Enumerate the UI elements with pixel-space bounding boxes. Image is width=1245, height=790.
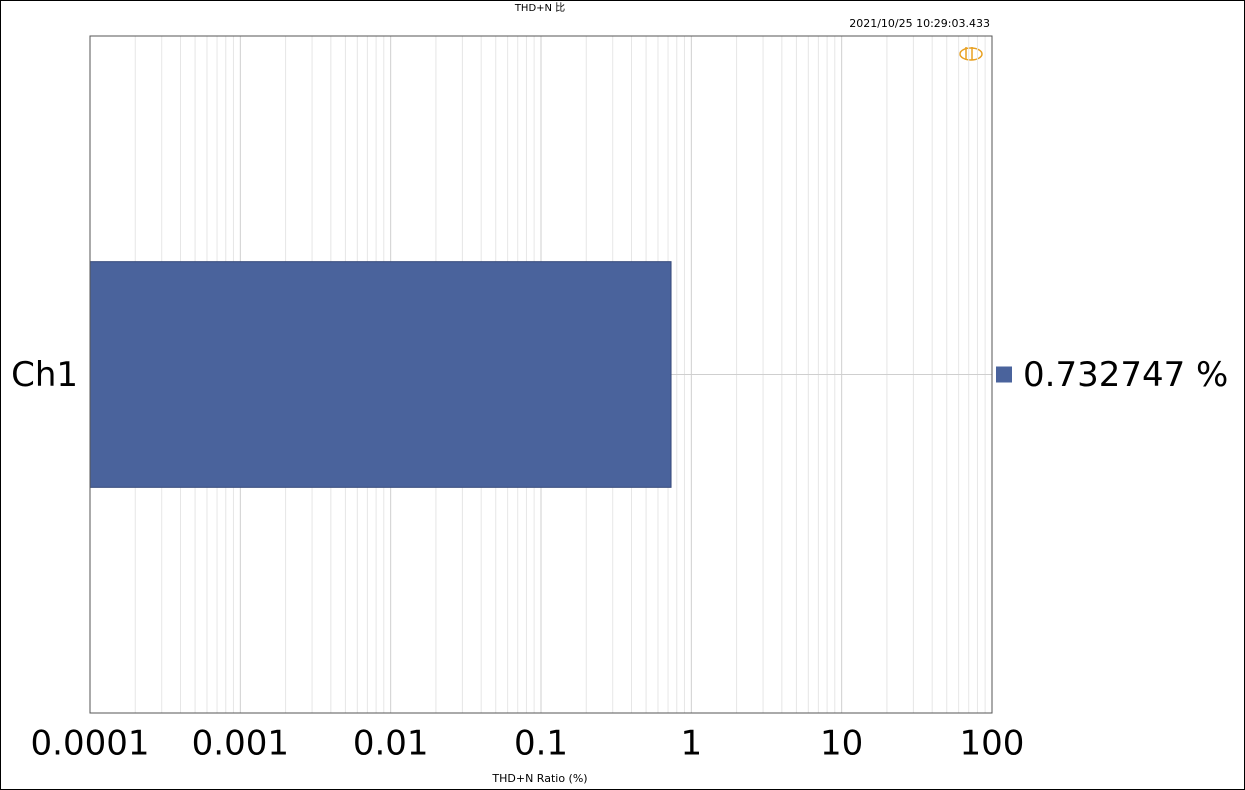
timestamp: 2021/10/25 10:29:03.433 bbox=[849, 17, 990, 30]
legend-swatch bbox=[996, 366, 1012, 383]
bar bbox=[89, 261, 672, 488]
x-axis-label: THD+N Ratio (%) bbox=[491, 772, 587, 785]
x-tick-label: 0.1 bbox=[514, 724, 568, 764]
x-tick-label: 0.001 bbox=[192, 724, 289, 764]
x-tick-label: 1 bbox=[681, 724, 703, 764]
chart-title: THD+N 比 bbox=[514, 2, 565, 14]
x-tick-label: 100 bbox=[960, 724, 1025, 764]
plot-border bbox=[89, 35, 993, 714]
value-label: 0.732747 % bbox=[1023, 355, 1228, 395]
x-tick-label: 0.01 bbox=[353, 724, 429, 764]
logo bbox=[959, 47, 983, 61]
x-tick-label: 10 bbox=[820, 724, 863, 764]
y-tick-label: Ch1 bbox=[11, 355, 78, 395]
x-tick-label: 0.0001 bbox=[31, 724, 150, 764]
